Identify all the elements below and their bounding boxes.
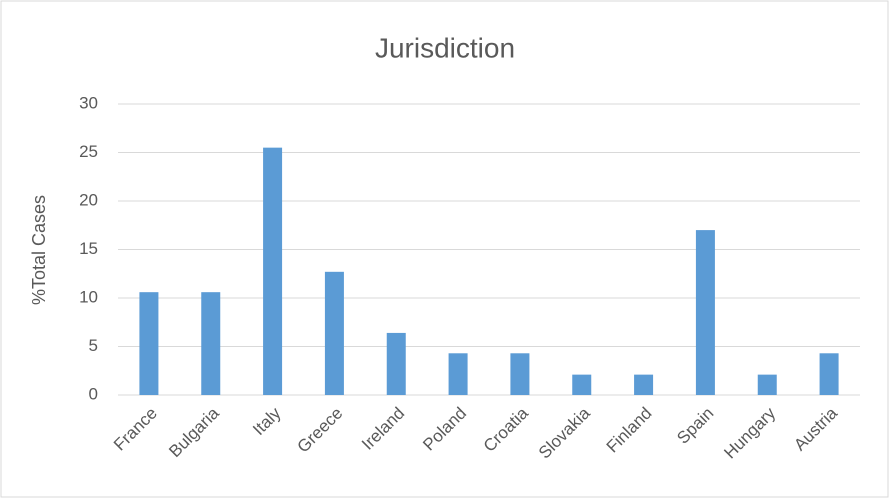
bar <box>201 292 221 395</box>
bar <box>572 374 592 395</box>
bar <box>695 230 715 395</box>
y-tick-label: 5 <box>89 336 98 355</box>
bar <box>819 353 839 395</box>
y-tick-label: 15 <box>79 239 98 258</box>
bar <box>448 353 468 395</box>
bar <box>757 374 777 395</box>
y-tick-label: 10 <box>79 287 98 306</box>
bar <box>324 271 344 395</box>
bar <box>510 353 530 395</box>
chart-title: Jurisdiction <box>375 32 515 63</box>
y-tick-label: 25 <box>79 142 98 161</box>
y-tick-label: 0 <box>89 384 98 403</box>
y-tick-label: 20 <box>79 190 98 209</box>
y-tick-label: 30 <box>79 93 98 112</box>
bar <box>386 332 406 395</box>
bar <box>139 292 159 395</box>
y-axis-label: %Total Cases <box>29 195 49 305</box>
bar <box>263 147 283 395</box>
bar <box>634 374 654 395</box>
